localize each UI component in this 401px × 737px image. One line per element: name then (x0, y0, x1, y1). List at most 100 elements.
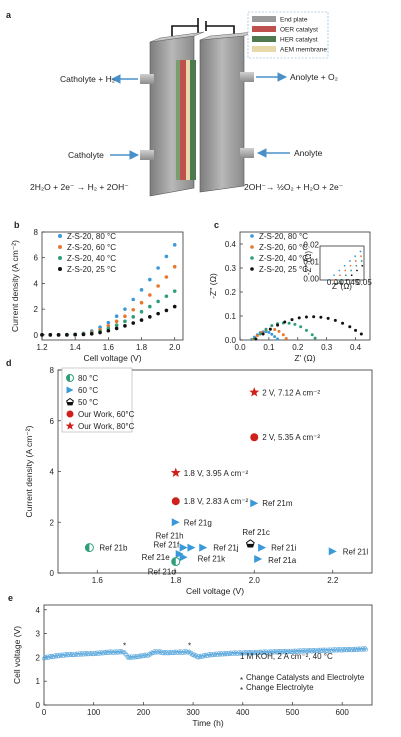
legend-symbol: * (240, 676, 243, 685)
panel-letter: d (6, 358, 12, 368)
data-point (73, 332, 77, 337)
legend-label-oer: OER catalyst (280, 27, 318, 34)
data-point (304, 328, 308, 332)
data-marker (170, 467, 181, 477)
legend-marker (58, 234, 62, 238)
x-tick-label: 0.3 (321, 343, 333, 352)
data-label: Ref 21h (156, 532, 184, 541)
left-bottom-pipe (140, 150, 154, 160)
legend-label: Z-S-20, 40 °C (259, 254, 308, 263)
data-point (268, 327, 272, 331)
data-point (89, 332, 94, 336)
data-label: Ref 21k (198, 554, 227, 563)
x-tick-label: 2.0 (249, 576, 261, 585)
data-point (164, 254, 169, 259)
data-point (172, 264, 177, 269)
legend-swatch-aem (252, 46, 276, 52)
x-axis-title: Time (h) (192, 718, 223, 728)
x-tick-label: 200 (137, 708, 151, 717)
x-tick-label: 1.4 (70, 343, 82, 352)
right-end-plate (199, 31, 255, 193)
x-tick-label: 100 (87, 708, 101, 717)
y-tick-label: 2 (36, 653, 41, 662)
data-point (106, 328, 111, 333)
y-tick-label: 8 (50, 366, 55, 375)
data-point (333, 318, 337, 322)
x-tick-label: 2.0 (169, 343, 181, 352)
x-tick-label: 0.0 (234, 343, 246, 352)
plot-frame (43, 604, 373, 706)
legend-marker (65, 421, 75, 430)
legend-label: 50 °C (78, 398, 98, 407)
x-tick-label: 2.2 (327, 576, 339, 585)
data-point (189, 650, 194, 655)
data-point (293, 322, 297, 326)
data-label: Ref 21d (148, 568, 176, 577)
data-point (172, 243, 177, 247)
x-axis-title: Z' (Ω) (294, 353, 315, 363)
data-point (164, 294, 169, 299)
inset-data-point (360, 260, 363, 262)
data-point (139, 288, 144, 292)
x-tick-label: 1.2 (36, 343, 48, 352)
x-axis-title: Cell voltage (V) (186, 586, 244, 596)
legend-marker-fill (66, 402, 74, 405)
data-marker (187, 543, 196, 552)
y-tick-label: 0 (50, 569, 55, 578)
legend-swatch-oer (252, 26, 276, 32)
data-point (254, 337, 258, 341)
anode-equation: 2OH⁻→ ½O₂ + H₂O + 2e⁻ (244, 182, 344, 192)
inset-data-point (354, 255, 357, 258)
legend-marker (250, 245, 254, 249)
x-tick-label: 1.6 (103, 343, 115, 352)
data-point (131, 321, 136, 325)
inset-data-point (349, 264, 352, 267)
data-point (139, 309, 144, 314)
data-point (273, 327, 277, 331)
data-marker (179, 553, 188, 562)
legend-marker (250, 256, 254, 260)
inset-data-point (349, 260, 351, 262)
data-point (310, 333, 314, 337)
inset-data-point (355, 264, 358, 267)
data-marker (250, 499, 259, 508)
data-point (123, 307, 127, 311)
legend-marker (66, 410, 74, 418)
anolyte-in-label: Anolyte (294, 148, 323, 158)
legend-marker (66, 386, 74, 394)
data-point (139, 300, 144, 305)
chart-e: 0 100 200 300 400 500 600 0 1 2 3 4 Time (h) Cell vol… (8, 593, 373, 728)
data-point (264, 327, 268, 331)
legend-swatch-her (252, 36, 276, 42)
data-point (40, 333, 44, 337)
inset-data-point (345, 279, 348, 281)
data-point (359, 332, 363, 336)
legend-label: Change Electrolyte (246, 683, 314, 692)
conditions-annotation: 1 M KOH, 2 A cm⁻², 40 °C (240, 652, 333, 661)
data-marker (199, 543, 208, 552)
legend-label: 80 °C (78, 374, 98, 383)
data-point (348, 325, 352, 329)
inset-data-point (333, 279, 336, 281)
y-tick-label: 4 (50, 468, 55, 477)
legend-label: Our Work, 60°C (78, 410, 135, 419)
data-point (276, 337, 280, 341)
legend-marker (58, 256, 62, 260)
legend-label-aem: AEM membrane (280, 47, 327, 54)
data-point (287, 321, 291, 325)
data-label: Ref 21a (268, 556, 297, 565)
inset-data-point (339, 279, 342, 281)
data-point (81, 332, 86, 337)
inset-data-point (338, 269, 341, 272)
data-point (261, 332, 265, 336)
legend-label-end-plate: End plate (280, 17, 308, 24)
data-point (123, 324, 127, 328)
data-point (297, 316, 301, 320)
legend-label: Z-S-20, 60 °C (259, 243, 308, 252)
inset-y-tick-label: 0.02 (303, 241, 319, 250)
data-point (98, 330, 102, 335)
electrode-stack (176, 60, 196, 180)
y-tick-label: 0.4 (225, 240, 237, 249)
data-point (299, 325, 303, 329)
data-marker (249, 387, 260, 397)
